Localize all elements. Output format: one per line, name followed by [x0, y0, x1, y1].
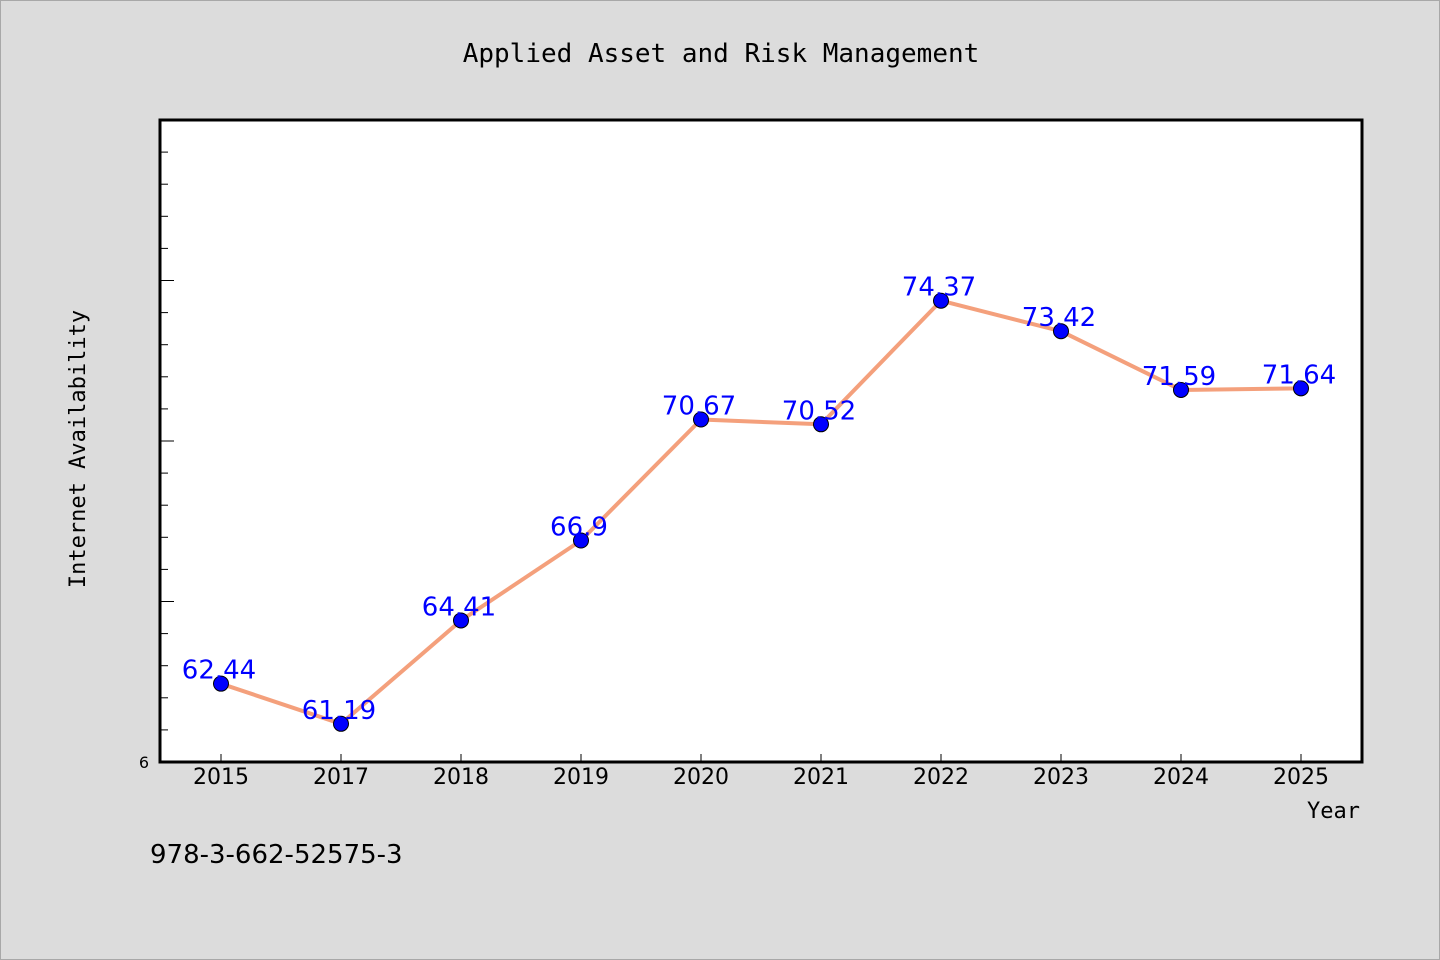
data-label: 64.41 — [422, 592, 496, 622]
x-tick-label: 2019 — [553, 765, 609, 790]
data-point — [333, 715, 349, 732]
data-markers — [213, 292, 1309, 732]
x-tick-label: 2015 — [193, 765, 249, 790]
data-label: 71.64 — [1262, 360, 1336, 390]
x-tick-label: 2022 — [913, 765, 969, 790]
series-line-group — [219, 298, 1303, 726]
data-point — [453, 612, 469, 629]
x-tick-label: 2025 — [1273, 765, 1329, 790]
x-tick-label: 2018 — [433, 765, 489, 790]
data-point — [213, 675, 229, 692]
x-axis-ticks: 2015 2017 2018 2019 2020 2021 2022 2023 2024 2025 — [193, 754, 1329, 790]
y-axis-ticks — [160, 151, 174, 731]
data-point — [1053, 323, 1069, 340]
x-tick-label: 2020 — [673, 765, 729, 790]
x-tick-label: 2023 — [1033, 765, 1089, 790]
x-tick-label: 2021 — [793, 765, 849, 790]
data-label: 61.19 — [302, 696, 376, 726]
data-label: 74.37 — [902, 273, 976, 303]
data-labels: 62.44 61.19 64.41 66.9 70.67 70.52 74.37 73.42 7… — [182, 273, 1336, 726]
data-label: 73.42 — [1022, 303, 1096, 333]
data-point — [933, 292, 949, 309]
chart-title: Applied Asset and Risk Management — [463, 39, 980, 69]
data-point — [573, 532, 589, 549]
data-point — [693, 411, 709, 428]
y-axis-label: Internet Availability — [66, 310, 91, 588]
data-label: 70.52 — [782, 396, 856, 426]
data-label: 70.67 — [662, 391, 736, 421]
footer-isbn: 978-3-662-52575-3 — [150, 840, 403, 870]
x-axis-label: Year — [1307, 799, 1360, 824]
data-label: 71.59 — [1142, 362, 1216, 392]
data-point — [1293, 380, 1309, 397]
data-point — [813, 416, 829, 433]
data-label: 62.44 — [182, 656, 256, 686]
series-line — [219, 298, 1303, 726]
data-label: 66.9 — [550, 513, 608, 543]
plot-area — [158, 118, 1364, 764]
x-tick-label: 2017 — [313, 765, 369, 790]
data-point — [1173, 381, 1189, 398]
x-tick-label: 2024 — [1153, 765, 1209, 790]
y-tick-label: 6 — [139, 753, 149, 772]
